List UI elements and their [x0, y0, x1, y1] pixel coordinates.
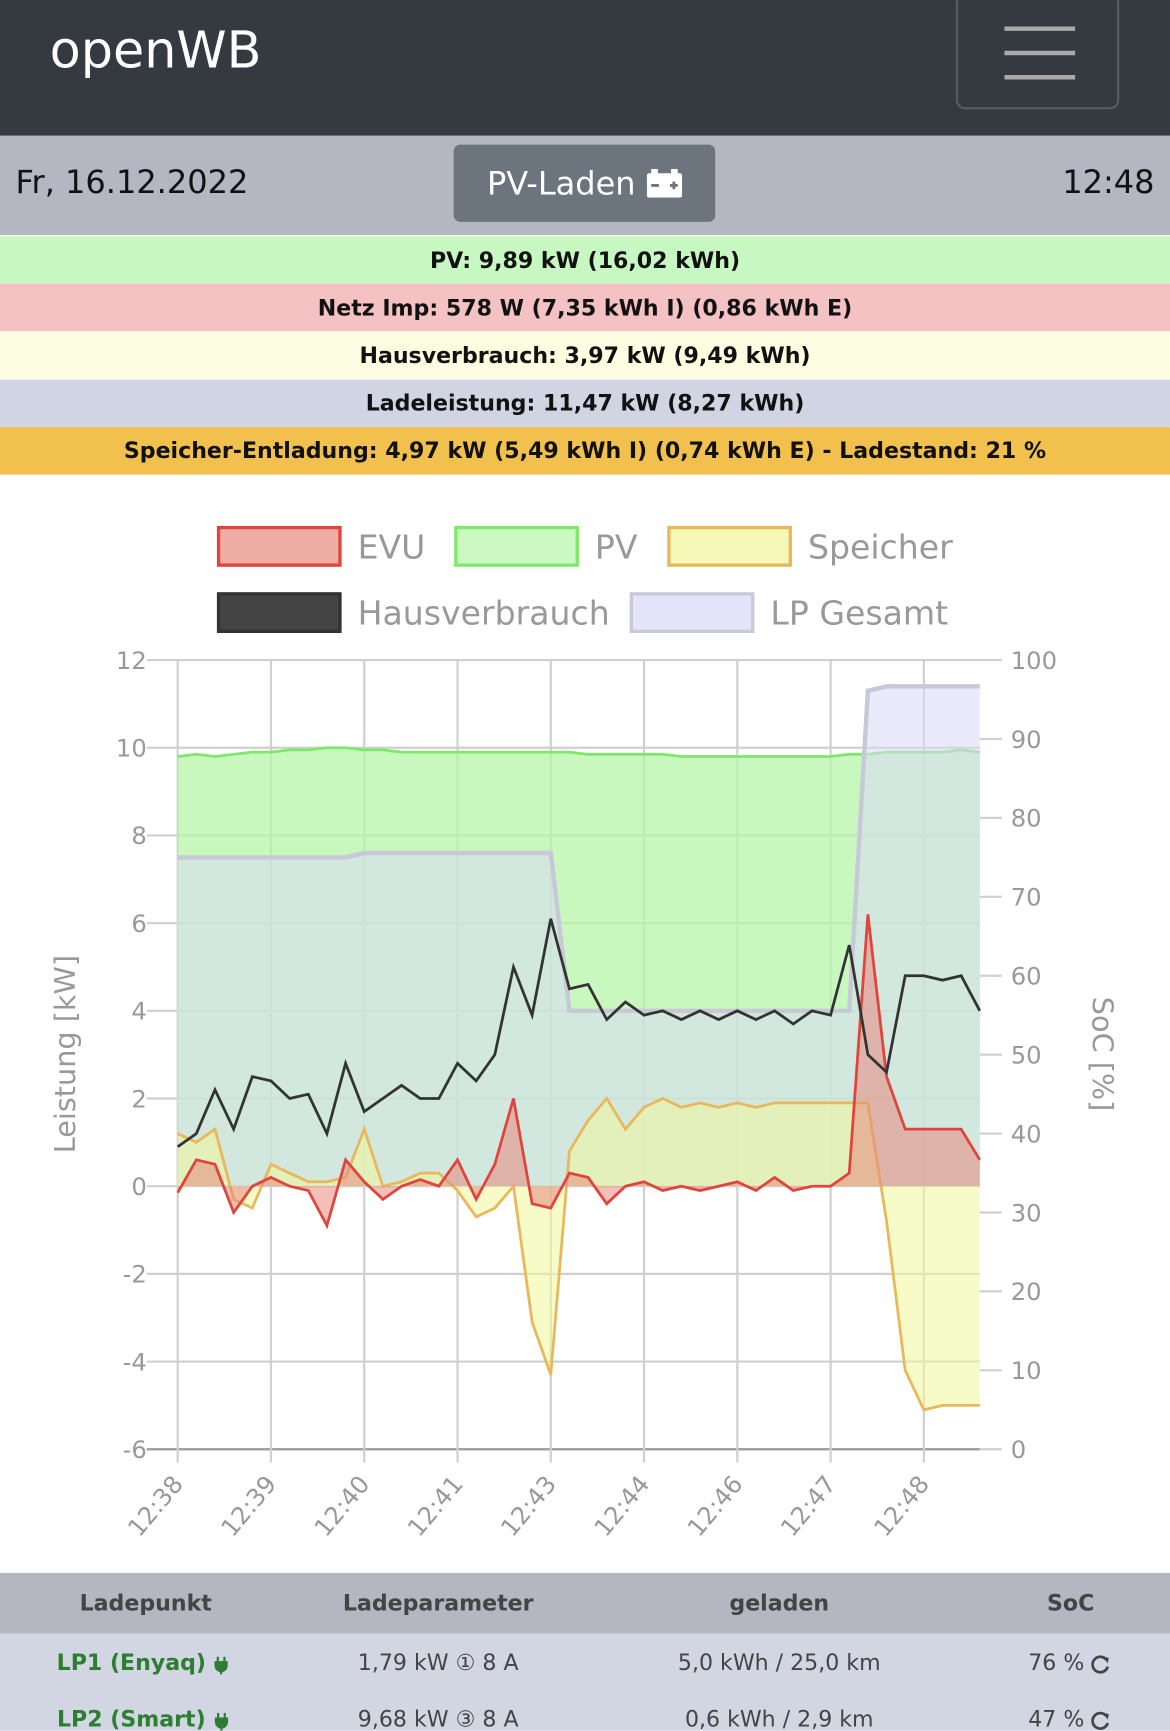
x-tick-label: 12:38 — [122, 1470, 189, 1542]
x-tick-label: 12:47 — [775, 1470, 842, 1542]
y2-axis-title: SoC [%] — [1086, 997, 1120, 1112]
y2-tick-label: 40 — [1011, 1119, 1042, 1148]
table-header-cell: Ladeparameter — [342, 1589, 534, 1616]
table-body — [0, 1633, 1170, 1731]
area — [177, 686, 980, 1187]
y2-tick-label: 70 — [1011, 883, 1042, 912]
summary-row: Speicher-Entladung: 4,97 kW (5,49 kWh I)… — [0, 426, 1170, 475]
summary-row: PV: 9,89 kW (16,02 kWh) — [0, 236, 1170, 284]
x-tick-label: 12:39 — [215, 1470, 282, 1542]
table-cell: 5,0 kWh / 25,0 km — [677, 1649, 881, 1676]
plug-icon — [214, 1712, 228, 1731]
brand[interactable]: openWB — [49, 19, 262, 80]
y-tick-label: 2 — [131, 1084, 146, 1113]
y-tick-label: 8 — [131, 821, 146, 850]
legend-swatch — [216, 525, 342, 567]
table-cell: LP1 (Enyaq) — [57, 1649, 235, 1676]
y-tick-label: -4 — [123, 1347, 147, 1376]
menu-button[interactable] — [955, 0, 1120, 110]
time: 12:48 — [1062, 163, 1155, 201]
summary-row: Netz Imp: 578 W (7,35 kWh I) (0,86 kWh E… — [0, 283, 1170, 332]
y-axis-title: Leistung [kW] — [48, 955, 82, 1153]
y2-tick-label: 50 — [1011, 1040, 1042, 1069]
legend-label: LP Gesamt — [770, 594, 948, 633]
legend-swatch — [454, 525, 579, 567]
summary-row: Hausverbrauch: 3,97 kW (9,49 kWh) — [0, 331, 1170, 380]
legend-swatch — [629, 592, 755, 634]
table-cell: 9,68 kW ③ 8 A — [357, 1705, 519, 1731]
navbar — [0, 0, 1170, 136]
x-tick-label: 12:43 — [495, 1470, 562, 1542]
mode-label: PV-Laden — [486, 164, 636, 202]
summary-row: Ladeleistung: 11,47 kW (8,27 kWh) — [0, 379, 1170, 427]
y-tick-label: 4 — [131, 997, 146, 1026]
table-header-cell: SoC — [1047, 1589, 1095, 1616]
y-tick-label: 0 — [131, 1172, 146, 1201]
table-cell: 1,79 kW ① 8 A — [357, 1649, 519, 1676]
table-header-cell: Ladepunkt — [79, 1589, 212, 1616]
legend-swatch — [667, 525, 792, 567]
chart: Leistung [kW] SoC [%] -6 -4 -2 0 2 4 6 8 10 12 0 10… — [48, 525, 1120, 1542]
y2-tick-label: 100 — [1011, 646, 1057, 675]
legend-label: Speicher — [808, 528, 953, 567]
table-header — [0, 1572, 1170, 1634]
refresh-icon[interactable] — [1091, 1654, 1113, 1674]
x-tick-label: 12:48 — [868, 1470, 935, 1542]
table-cell: 0,6 kWh / 2,9 km — [684, 1705, 874, 1731]
y2-tick-label: 30 — [1011, 1198, 1042, 1227]
line — [177, 1096, 980, 1412]
legend-label: Hausverbrauch — [358, 594, 610, 633]
y-tick-label: -2 — [123, 1260, 147, 1289]
line — [176, 918, 982, 1148]
mode-button[interactable]: PV-Laden — [453, 144, 716, 222]
table-cell: 76 % — [1028, 1649, 1113, 1676]
legend-label: EVU — [358, 528, 426, 567]
table-header-cell: geladen — [729, 1589, 830, 1616]
plug-icon — [214, 1656, 229, 1674]
y-tick-label: 6 — [131, 909, 146, 938]
battery-icon — [646, 168, 682, 198]
y2-tick-label: 0 — [1011, 1435, 1026, 1464]
x-tick-label: 12:46 — [681, 1470, 748, 1542]
y2-tick-label: 10 — [1011, 1356, 1042, 1385]
y2-tick-label: 60 — [1011, 962, 1042, 991]
y2-tick-label: 80 — [1011, 804, 1042, 833]
y2-tick-label: 90 — [1011, 725, 1042, 754]
legend-swatch — [216, 592, 342, 634]
x-tick-label: 12:41 — [402, 1470, 469, 1542]
refresh-icon[interactable] — [1091, 1710, 1113, 1730]
y-tick-label: 12 — [116, 646, 147, 675]
menu-icon — [1004, 26, 1076, 80]
line — [176, 914, 981, 1230]
y-tick-label: 10 — [116, 734, 147, 763]
date: Fr, 16.12.2022 — [15, 163, 249, 201]
table-cell: LP2 (Smart) — [57, 1705, 234, 1731]
x-tick-label: 12:40 — [308, 1470, 375, 1542]
legend-label: PV — [595, 528, 638, 567]
y-tick-label: -6 — [123, 1435, 147, 1464]
table-cell: 47 % — [1028, 1705, 1113, 1731]
x-tick-label: 12:44 — [588, 1470, 655, 1542]
line — [177, 746, 980, 758]
line — [177, 684, 980, 1014]
y2-tick-label: 20 — [1011, 1277, 1042, 1306]
